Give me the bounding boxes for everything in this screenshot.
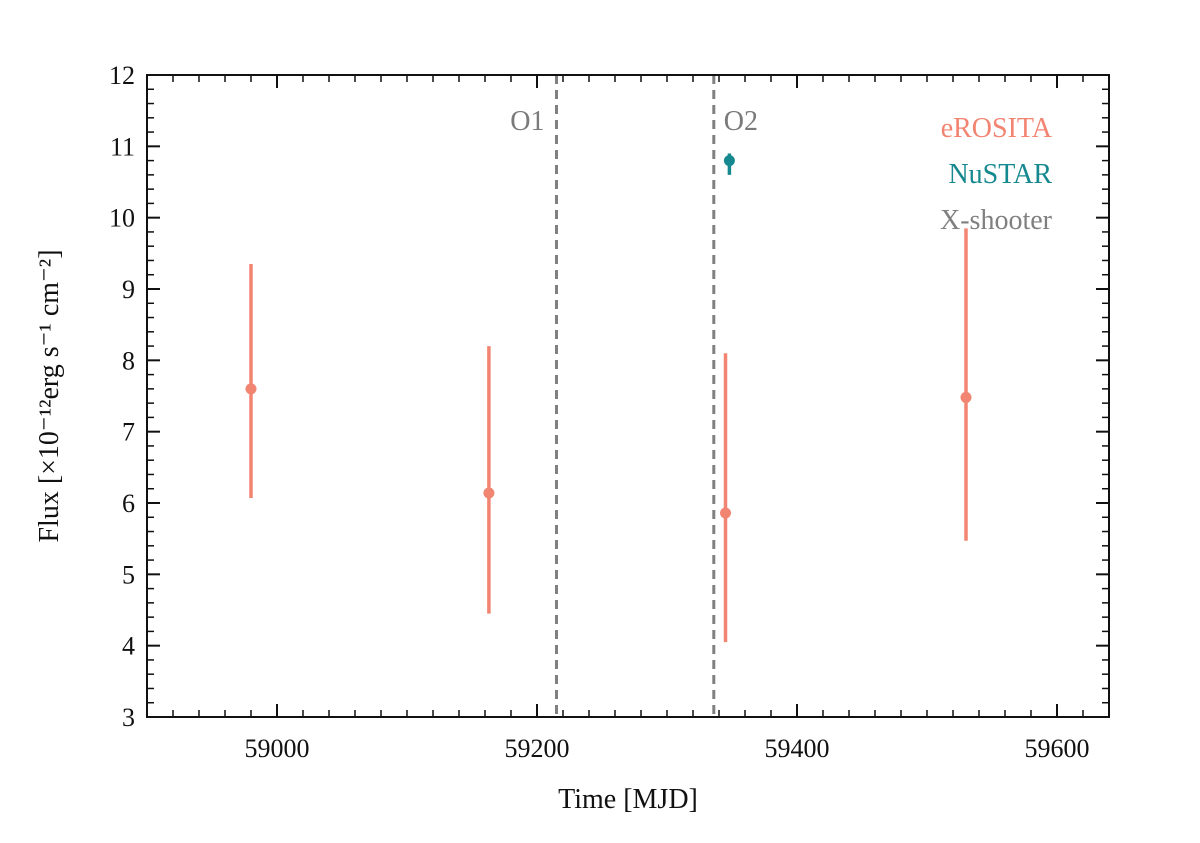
y-tick-label: 6 [122, 489, 135, 518]
erosita-data-point [245, 383, 257, 395]
y-tick-label: 8 [122, 346, 135, 375]
vertical-line-label: O2 [724, 106, 758, 137]
erosita-data-point [720, 507, 731, 519]
y-tick-label: 5 [122, 560, 135, 589]
x-axis-title: Time [MJD] [558, 784, 698, 815]
tick-labels: 59000 59200 59400 59600 3 4 5 6 7 8 9 10 11 12 [109, 61, 1090, 763]
y-tick-label: 3 [122, 703, 135, 732]
x-tick-label: 59000 [245, 734, 310, 763]
x-tick-label: 59200 [505, 734, 570, 763]
y-tick-label: 9 [122, 275, 135, 304]
axis-ticks [146, 74, 1110, 718]
data-points [245, 153, 972, 643]
erosita-data-point [960, 391, 972, 403]
x-tick-label: 59600 [1025, 734, 1090, 763]
legend-entry-nustar: NuSTAR [948, 159, 1052, 190]
observation-markers: O1 O2 [510, 75, 758, 717]
x-tick-label: 59400 [765, 734, 830, 763]
y-axis-title: Flux [×10⁻¹²erg s⁻¹ cm⁻²] [34, 249, 65, 542]
y-tick-label: 7 [122, 418, 135, 447]
vertical-line-label: O1 [510, 106, 544, 137]
y-tick-label: 12 [109, 61, 135, 90]
nustar-data-point [723, 155, 735, 167]
y-tick-label: 10 [109, 204, 135, 233]
erosita-data-point [483, 487, 495, 499]
y-tick-label: 11 [110, 132, 135, 161]
plot-frame [146, 74, 1110, 718]
legend-entry-erosita: eROSITA [941, 113, 1053, 144]
legend-entry-x-shooter: X-shooter [940, 205, 1053, 236]
y-tick-label: 4 [122, 632, 135, 661]
legend: eROSITA NuSTAR X-shooter [940, 113, 1053, 236]
